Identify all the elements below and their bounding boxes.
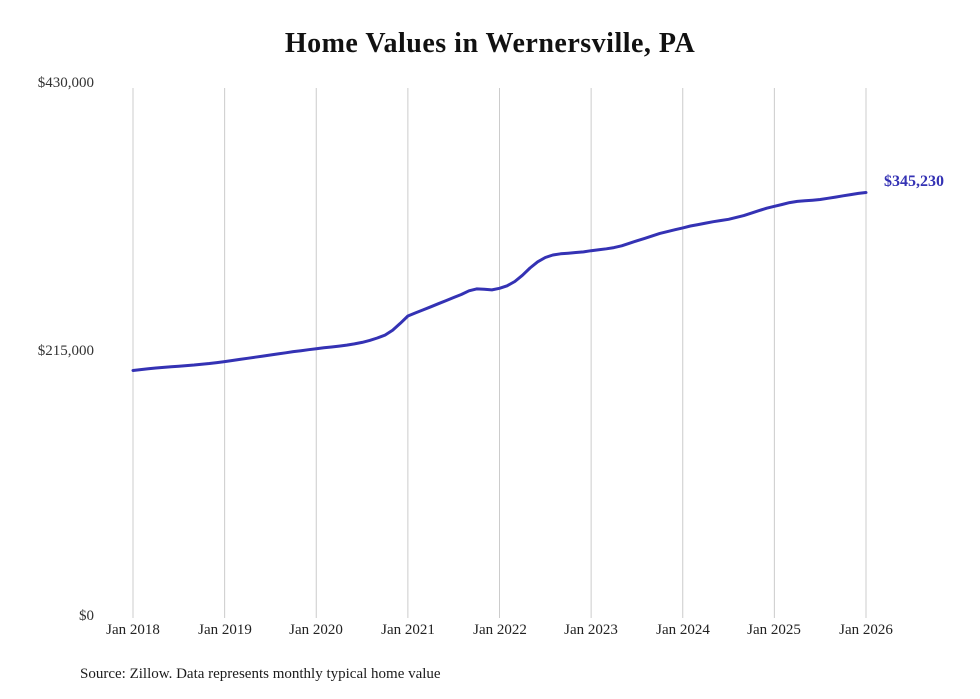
x-axis-tick-label: Jan 2019 <box>198 622 252 638</box>
x-axis-tick-label: Jan 2023 <box>564 622 618 638</box>
x-axis-tick-label: Jan 2024 <box>656 622 710 638</box>
x-axis-tick-label: Jan 2021 <box>381 622 435 638</box>
series-end-value-label: $345,230 <box>884 173 944 190</box>
x-axis-tick-label: Jan 2018 <box>106 622 160 638</box>
home-value-line <box>131 191 868 372</box>
y-axis-tick-label: $0 <box>79 608 94 624</box>
x-axis-tick-label: Jan 2026 <box>839 622 893 638</box>
chart-title: Home Values in Wernersville, PA <box>284 28 696 59</box>
x-axis-tick-label: Jan 2020 <box>289 622 343 638</box>
source-note: Source: Zillow. Data represents monthly … <box>80 666 441 682</box>
y-axis-tick-label: $215,000 <box>37 343 94 359</box>
x-axis-tick-label: Jan 2022 <box>473 622 527 638</box>
y-axis-tick-label: $430,000 <box>37 75 94 91</box>
x-axis-tick-label: Jan 2025 <box>747 622 801 638</box>
